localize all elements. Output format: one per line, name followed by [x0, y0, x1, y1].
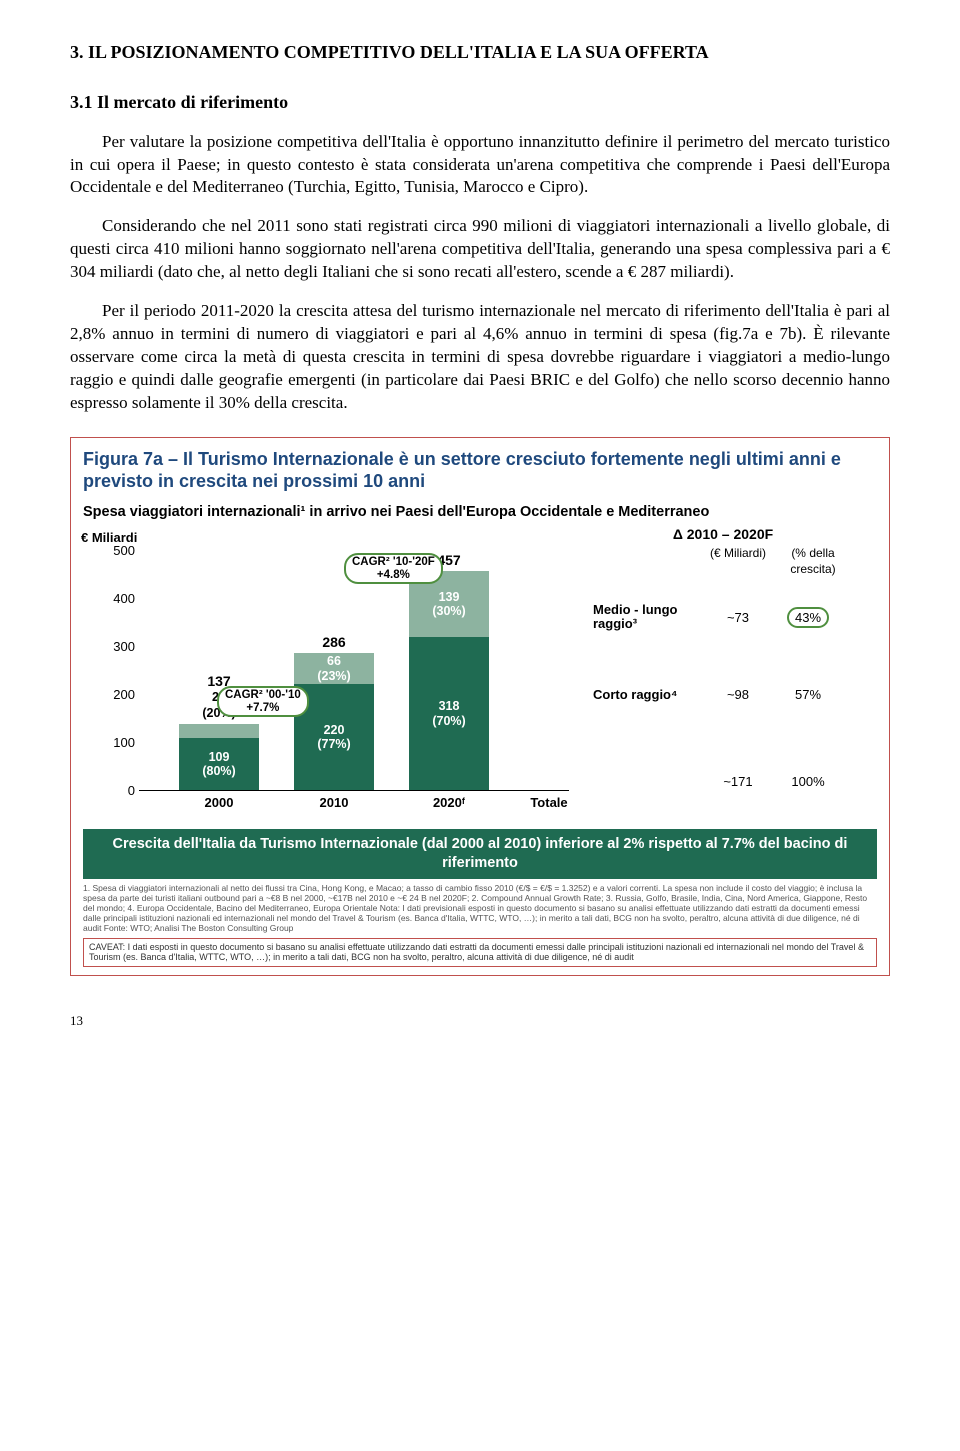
bar-segment: 66(23%) [294, 653, 374, 685]
paragraph-3: Per il periodo 2011-2020 la crescita att… [70, 300, 890, 415]
paragraph-2: Considerando che nel 2011 sono stati reg… [70, 215, 890, 284]
delta-col1: (€ Miliardi) [703, 545, 773, 577]
bar-total-label: 286 [294, 633, 374, 652]
figure-title: Figura 7a – Il Turismo Internazionale è … [83, 448, 877, 493]
bar-column: 318(70%)139(30%)4572020ᶠ [409, 571, 489, 790]
bar-segment [179, 724, 259, 737]
delta-row: Corto raggio⁴~9857% [593, 686, 843, 704]
cagr-bubble: CAGR² '10-'20F+4.8% [344, 553, 443, 584]
delta-row-value-1: ~98 [703, 686, 773, 704]
y-tick: 100 [113, 734, 135, 752]
y-tick: 0 [128, 782, 135, 800]
delta-row-value-2: 57% [773, 686, 843, 704]
y-tick: 400 [113, 590, 135, 608]
x-axis-label: Totale [509, 794, 589, 812]
x-axis-label: 2010 [294, 794, 374, 812]
y-axis: € Miliardi 0100200300400500 [83, 551, 139, 791]
figure-caveat: CAVEAT: I dati esposti in questo documen… [83, 938, 877, 968]
x-axis-label: 2020ᶠ [409, 794, 489, 812]
delta-row: ~171100% [593, 773, 843, 791]
delta-header: Δ 2010 – 2020F [593, 525, 853, 544]
y-tick: 300 [113, 638, 135, 656]
delta-col2: (% della crescita) [773, 545, 853, 577]
cagr-bubble: CAGR² '00-'10+7.7% [217, 686, 309, 717]
bar-segment: 109(80%) [179, 738, 259, 790]
delta-row-label: Medio - lungo raggio³ [593, 603, 703, 632]
delta-row-label: Corto raggio⁴ [593, 688, 703, 702]
delta-panel: Δ 2010 – 2020F (€ Miliardi) (% della cre… [593, 551, 853, 791]
paragraph-1: Per valutare la posizione competitiva de… [70, 131, 890, 200]
delta-row-value-1: ~73 [703, 609, 773, 627]
y-tick: 500 [113, 542, 135, 560]
figure-footnotes: 1. Spesa di viaggiatori internazionali a… [83, 883, 877, 934]
bar-column: 109(80%)13728(20%)2000 [179, 724, 259, 790]
delta-row: Medio - lungo raggio³~7343% [593, 603, 843, 632]
delta-row-value-2: 43% [773, 607, 843, 629]
y-tick: 200 [113, 686, 135, 704]
chart-area: € Miliardi 0100200300400500 109(80%)1372… [83, 551, 877, 791]
page-number: 13 [70, 1012, 890, 1030]
bar-segment: 318(70%) [409, 637, 489, 790]
figure-banner: Crescita dell'Italia da Turismo Internaz… [83, 829, 877, 879]
delta-row-value-2: 100% [773, 773, 843, 791]
subsection-title: 3.1 Il mercato di riferimento [70, 90, 890, 114]
figure-7a: Figura 7a – Il Turismo Internazionale è … [70, 437, 890, 976]
bar-column: 220(77%)66(23%)2862010 [294, 653, 374, 790]
x-axis-label: 2000 [179, 794, 259, 812]
section-title: 3. IL POSIZIONAMENTO COMPETITIVO DELL'IT… [70, 40, 890, 64]
figure-subtitle: Spesa viaggiatori internazionali¹ in arr… [83, 503, 877, 521]
delta-row-value-1: ~171 [703, 773, 773, 791]
bar-plot: 109(80%)13728(20%)2000 220(77%)66(23%)286… [139, 551, 569, 791]
